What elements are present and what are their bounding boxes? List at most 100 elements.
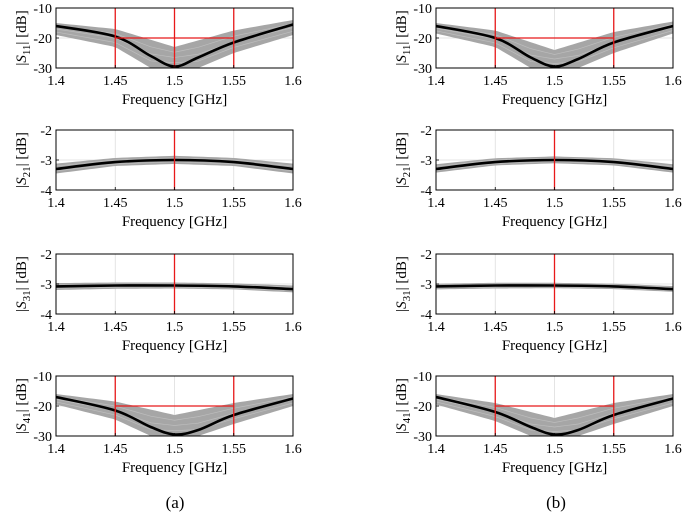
y-tick-label: -10 <box>413 2 432 17</box>
y-label-prefix: | <box>394 431 410 434</box>
y-tick-label: -20 <box>33 400 52 415</box>
y-tick-label: -2 <box>40 248 52 263</box>
y-label-prefix: | <box>14 185 30 188</box>
x-tick-label: 1.55 <box>222 74 247 89</box>
y-label-symbol: S <box>394 423 410 431</box>
y-tick-label: -20 <box>413 400 432 415</box>
x-tick-label: 1.5 <box>166 320 184 335</box>
y-label-symbol: S <box>394 55 410 63</box>
y-label-subscript: 41 <box>21 412 33 423</box>
x-tick-label: 1.6 <box>284 196 302 211</box>
y-tick-label: -2 <box>420 248 432 263</box>
x-tick-label: 1.6 <box>664 320 682 335</box>
y-label-subscript: 31 <box>401 290 413 301</box>
y-tick-label: -3 <box>40 154 52 169</box>
chart-a-s31: 1.4 1.45 1.5 1.55 1.6 -2 -3 -4 Frequency [GHz] |S… <box>14 248 302 354</box>
y-tick-label: -4 <box>40 308 52 323</box>
x-tick-label: 1.4 <box>427 442 445 457</box>
y-tick-label: -10 <box>33 2 52 17</box>
chart-a-s41: 1.4 1.45 1.5 1.55 1.6 -10 -20 -30 Frequency [GHz… <box>14 370 302 476</box>
y-label-subscript: 41 <box>401 412 413 423</box>
y-axis-label: |S41| [dB] <box>394 378 413 434</box>
spread-sample-line <box>56 396 293 421</box>
x-tick-label: 1.55 <box>222 320 247 335</box>
y-tick-label: -30 <box>33 430 52 445</box>
x-tick-label: 1.4 <box>427 320 445 335</box>
y-label-subscript: 11 <box>401 45 413 56</box>
x-tick-label: 1.5 <box>166 442 184 457</box>
x-axis-label: Frequency [GHz] <box>502 460 607 476</box>
x-tick-label: 1.45 <box>103 196 128 211</box>
y-axis-label: |S21| [dB] <box>14 132 33 188</box>
y-label-prefix: | <box>394 63 410 66</box>
x-tick-label: 1.45 <box>103 320 128 335</box>
y-axis-label: |S11| [dB] <box>14 10 33 65</box>
y-tick-label: -4 <box>420 184 432 199</box>
y-tick-label: -3 <box>420 154 432 169</box>
x-axis-label: Frequency [GHz] <box>122 92 227 108</box>
y-axis-label: |S31| [dB] <box>394 256 413 312</box>
y-tick-label: -3 <box>420 278 432 293</box>
y-axis-label: |S11| [dB] <box>394 10 413 65</box>
x-axis-label: Frequency [GHz] <box>122 214 227 230</box>
chart-b-s41: 1.4 1.45 1.5 1.55 1.6 -10 -20 -30 Frequency [GHz… <box>394 370 682 476</box>
y-tick-label: -2 <box>420 124 432 139</box>
y-tick-label: -20 <box>413 32 432 47</box>
x-axis-label: Frequency [GHz] <box>502 92 607 108</box>
chart-b-s31: 1.4 1.45 1.5 1.55 1.6 -2 -3 -4 Frequency [GHz] |S… <box>394 248 682 354</box>
y-label-prefix: | <box>394 185 410 188</box>
y-tick-label: -30 <box>33 62 52 77</box>
x-tick-label: 1.4 <box>47 442 65 457</box>
x-tick-label: 1.6 <box>284 442 302 457</box>
x-tick-label: 1.45 <box>483 196 508 211</box>
x-tick-label: 1.55 <box>602 74 627 89</box>
chart-b-s21: 1.4 1.45 1.5 1.55 1.6 -2 -3 -4 Frequency [GHz] |S… <box>394 124 682 230</box>
y-label-suffix: | [dB] <box>394 10 410 44</box>
x-axis-label: Frequency [GHz] <box>502 214 607 230</box>
x-tick-label: 1.6 <box>664 74 682 89</box>
y-axis-label: |S31| [dB] <box>14 256 33 312</box>
x-tick-label: 1.5 <box>546 74 564 89</box>
y-label-symbol: S <box>14 423 30 431</box>
y-label-suffix: | [dB] <box>394 256 410 290</box>
y-tick-label: -20 <box>33 32 52 47</box>
x-axis-label: Frequency [GHz] <box>502 338 607 354</box>
y-label-symbol: S <box>14 301 30 309</box>
x-tick-label: 1.4 <box>47 320 65 335</box>
spread-sample-line <box>436 30 673 64</box>
y-tick-label: -30 <box>413 430 432 445</box>
y-tick-label: -4 <box>40 184 52 199</box>
x-tick-label: 1.4 <box>427 74 445 89</box>
y-tick-label: -10 <box>33 370 52 385</box>
y-label-prefix: | <box>14 431 30 434</box>
x-tick-label: 1.6 <box>284 74 302 89</box>
y-label-symbol: S <box>14 55 30 63</box>
x-tick-label: 1.45 <box>483 320 508 335</box>
x-axis-label: Frequency [GHz] <box>122 338 227 354</box>
x-tick-label: 1.5 <box>546 442 564 457</box>
x-tick-label: 1.45 <box>483 74 508 89</box>
x-tick-label: 1.55 <box>222 442 247 457</box>
y-axis-label: |S41| [dB] <box>14 378 33 434</box>
y-tick-label: -10 <box>413 370 432 385</box>
panel-label-a: (a) <box>166 493 185 512</box>
x-tick-label: 1.5 <box>546 320 564 335</box>
y-label-suffix: | [dB] <box>394 132 410 166</box>
chart-b-s11: 1.4 1.45 1.5 1.55 1.6 -10 -20 -30 Frequency [GHz… <box>394 2 682 108</box>
y-label-symbol: S <box>394 301 410 309</box>
x-tick-label: 1.6 <box>284 320 302 335</box>
y-label-subscript: 21 <box>401 166 413 177</box>
spread-sample-line <box>436 396 673 423</box>
y-tick-label: -2 <box>40 124 52 139</box>
y-label-symbol: S <box>14 177 30 185</box>
y-tick-label: -4 <box>420 308 432 323</box>
x-tick-label: 1.45 <box>103 442 128 457</box>
x-tick-label: 1.5 <box>546 196 564 211</box>
x-axis-label: Frequency [GHz] <box>122 460 227 476</box>
x-tick-label: 1.55 <box>222 196 247 211</box>
x-tick-label: 1.55 <box>602 442 627 457</box>
spread-sample-line <box>56 401 293 432</box>
y-label-suffix: | [dB] <box>14 378 30 412</box>
y-label-suffix: | [dB] <box>14 256 30 290</box>
